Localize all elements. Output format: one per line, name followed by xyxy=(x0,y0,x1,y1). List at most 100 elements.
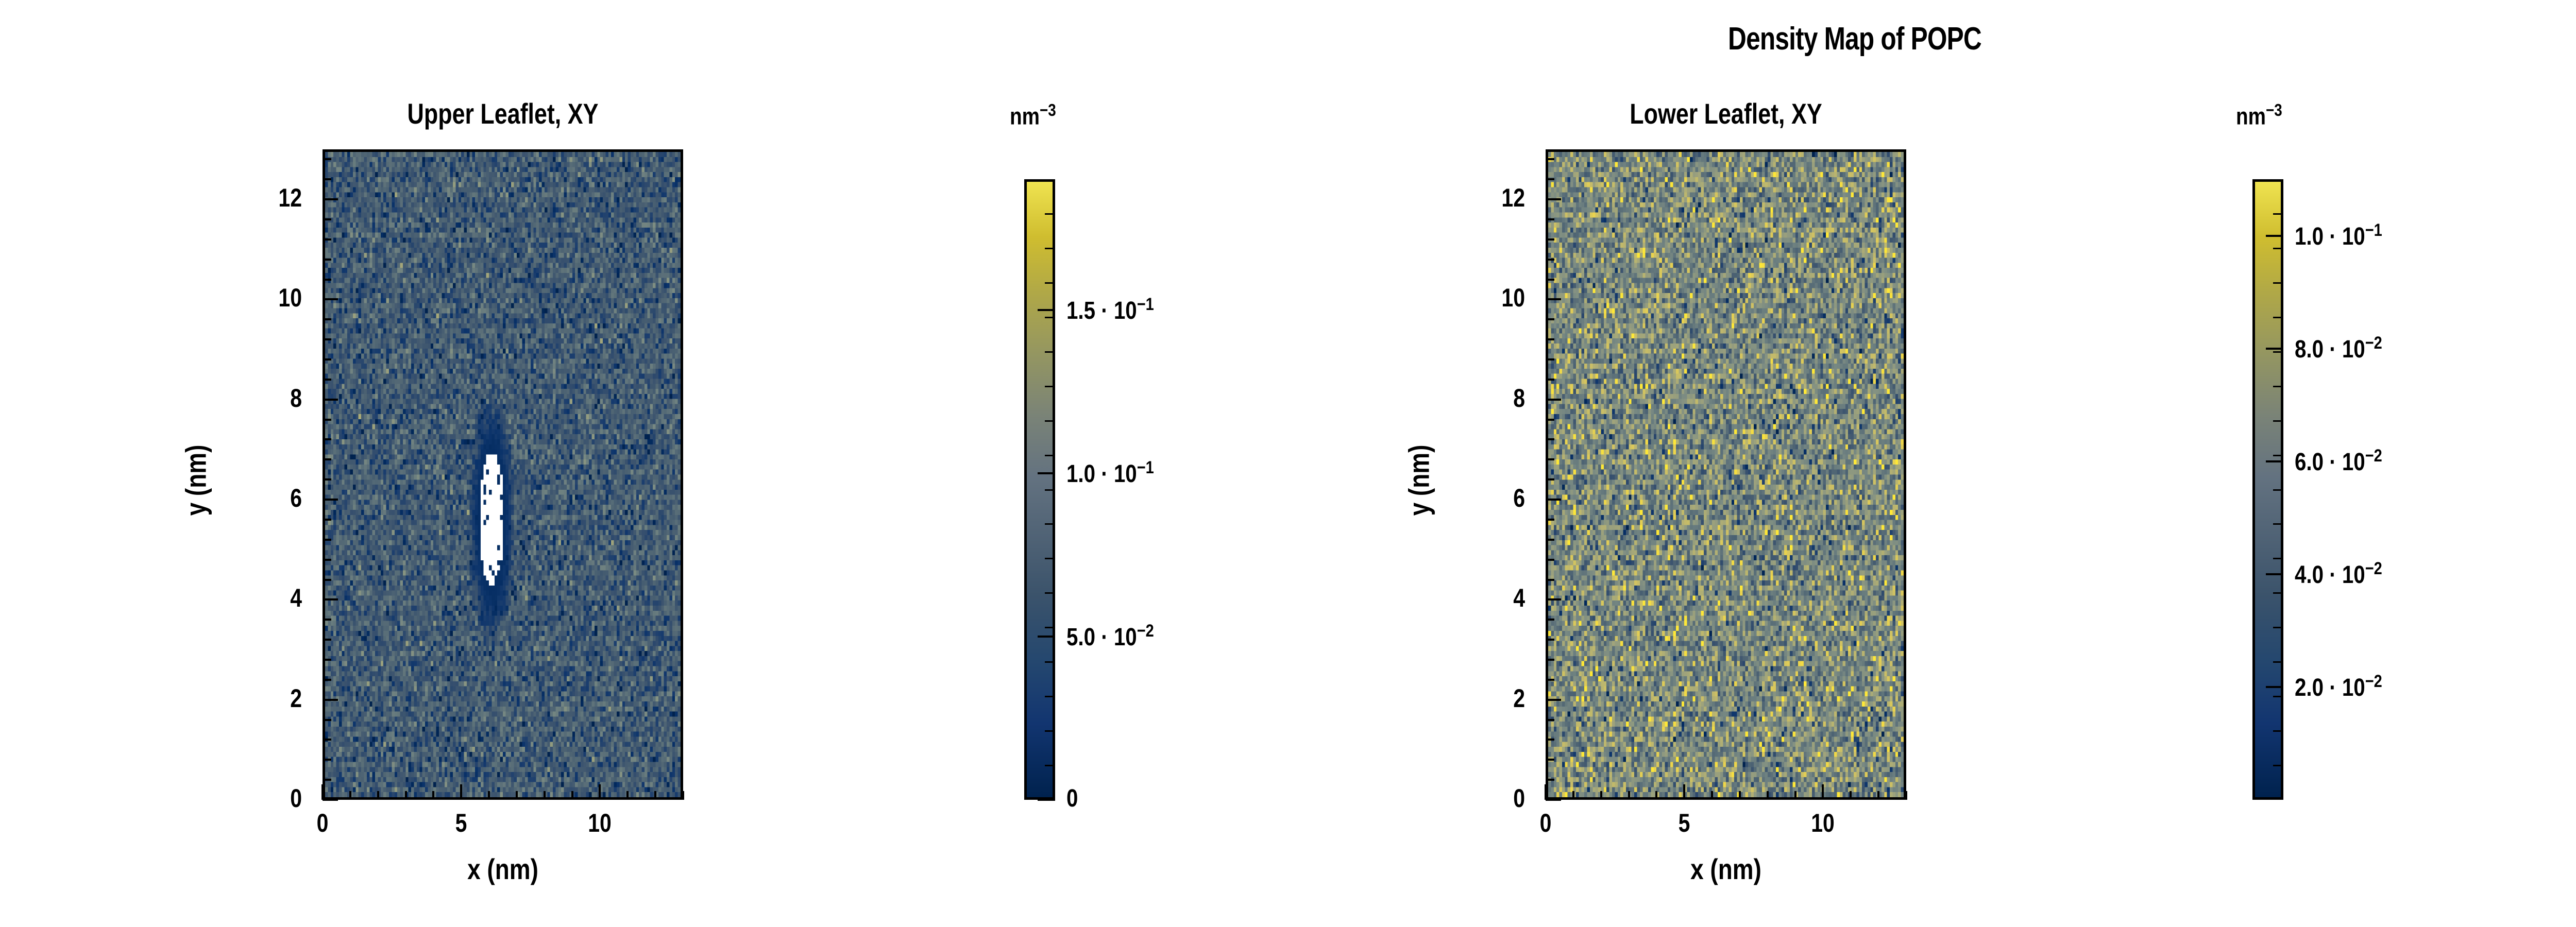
colorbar-tick-minor xyxy=(1045,351,1055,353)
y-ticklabel: 6 xyxy=(1513,484,1525,513)
y-ticklabel: 2 xyxy=(1513,683,1525,713)
y-tick-minor xyxy=(323,619,331,621)
x-tick-minor xyxy=(1545,791,1547,800)
colorbar-tick xyxy=(2266,234,2283,237)
colorbar-tick-minor xyxy=(2273,592,2283,594)
colorbar-tick-minor xyxy=(2273,661,2283,663)
y-tick-minor xyxy=(1546,739,1554,741)
colorbar-tick-minor xyxy=(1045,316,1055,318)
y-tick-minor xyxy=(323,759,331,761)
y-ticklabel: 12 xyxy=(1501,183,1525,213)
x-tick-minor xyxy=(432,791,435,800)
colorbar-tick-minor xyxy=(2273,247,2283,249)
y-tick-minor xyxy=(1546,779,1554,781)
colorbar-tick xyxy=(2266,347,2283,350)
y-tick-minor xyxy=(323,458,331,461)
yaxis-label-upper-leaflet: y (nm) xyxy=(179,444,212,516)
colorbar-tick-minor xyxy=(1045,523,1055,525)
y-tick-minor xyxy=(323,718,331,721)
y-tick-minor xyxy=(323,198,331,201)
x-ticklabel: 0 xyxy=(1539,809,1552,837)
colorbar-tick-minor xyxy=(1045,730,1055,732)
y-tick-minor xyxy=(323,258,331,261)
colorbar-tick-minor xyxy=(1045,282,1055,284)
y-tick-minor xyxy=(323,779,331,781)
y-tick-minor xyxy=(323,278,331,281)
x-tick-minor xyxy=(1572,791,1574,800)
colorbar-tick xyxy=(2266,460,2283,462)
colorbar-tick-minor xyxy=(2273,454,2283,456)
y-tick-minor xyxy=(1546,499,1554,501)
x-tick-minor xyxy=(1683,791,1686,800)
colorbar-unit-upper-leaflet: nm−3 xyxy=(1010,101,1056,130)
colorbar-tick-minor xyxy=(1045,558,1055,560)
colorbar-tick-minor xyxy=(1045,489,1055,491)
y-tick-minor xyxy=(323,799,331,801)
y-ticklabel: 12 xyxy=(278,183,302,213)
x-tick-minor xyxy=(1711,791,1714,800)
y-tick-minor xyxy=(1546,759,1554,761)
y-tick-minor xyxy=(1546,398,1554,401)
y-tick-minor xyxy=(1546,358,1554,361)
colorbar-unit-lower-leaflet: nm−3 xyxy=(2236,101,2282,130)
x-tick-minor xyxy=(349,791,351,800)
panel-title-lower-leaflet: Lower Leaflet, XY xyxy=(1630,97,1822,130)
x-tick-minor xyxy=(1850,791,1852,800)
y-tick-minor xyxy=(323,338,331,341)
x-tick-minor xyxy=(404,791,407,800)
x-tick-minor xyxy=(460,791,463,800)
y-tick-minor xyxy=(1546,418,1554,421)
axes-upper-leaflet xyxy=(323,149,683,800)
y-tick-minor xyxy=(1546,538,1554,541)
y-tick-minor xyxy=(1546,298,1554,301)
x-tick-minor xyxy=(1794,791,1797,800)
y-tick-minor xyxy=(1546,438,1554,441)
y-tick-minor xyxy=(323,218,331,220)
x-tick-minor xyxy=(321,791,324,800)
y-tick-minor xyxy=(1546,698,1554,701)
y-tick-minor xyxy=(323,578,331,581)
axes-lower-leaflet xyxy=(1546,149,1906,800)
colorbar-tick-minor xyxy=(1045,592,1055,594)
colorbar-tick-minor xyxy=(2273,489,2283,491)
colorbar-tick xyxy=(1038,308,1055,311)
colorbar-tick-minor xyxy=(2273,420,2283,422)
xaxis-label-upper-leaflet: x (nm) xyxy=(467,853,538,885)
x-tick-minor xyxy=(1738,791,1741,800)
y-tick-minor xyxy=(323,598,331,601)
colorbar-tick-minor xyxy=(1045,765,1055,767)
x-ticklabel: 10 xyxy=(1811,809,1835,837)
colorbar-tick xyxy=(1038,635,1055,638)
y-ticklabel: 0 xyxy=(1513,784,1525,813)
heatmap-upper-leaflet xyxy=(325,152,681,797)
heatmap-lower-leaflet xyxy=(1548,152,1904,797)
y-tick-minor xyxy=(1546,518,1554,521)
y-tick-minor xyxy=(1546,639,1554,641)
colorbar-tick-minor xyxy=(1045,454,1055,456)
colorbar-tick-minor xyxy=(2273,282,2283,284)
colorbar-tick-minor xyxy=(2273,316,2283,318)
colorbar-tick-minor xyxy=(1045,661,1055,663)
y-ticklabel: 10 xyxy=(1501,283,1525,313)
y-tick-minor xyxy=(323,358,331,361)
y-tick-minor xyxy=(323,158,331,161)
x-tick-minor xyxy=(682,791,684,800)
panel-title-upper-leaflet: Upper Leaflet, XY xyxy=(407,97,599,130)
x-tick-minor xyxy=(515,791,518,800)
y-tick-minor xyxy=(1546,619,1554,621)
y-tick-minor xyxy=(1546,478,1554,481)
y-tick-minor xyxy=(323,318,331,321)
x-ticklabel: 5 xyxy=(1678,809,1690,837)
y-tick-minor xyxy=(323,499,331,501)
colorbar-ticklabel: 6.0 · 10−2 xyxy=(2295,445,2382,476)
y-ticklabel: 4 xyxy=(1513,583,1525,613)
y-tick-minor xyxy=(323,538,331,541)
yaxis-label-lower-leaflet: y (nm) xyxy=(1402,444,1435,516)
y-tick-minor xyxy=(1546,258,1554,261)
colorbar-tick-minor xyxy=(2273,558,2283,560)
colorbar-tick xyxy=(1038,799,1055,801)
y-ticklabel: 10 xyxy=(278,283,302,313)
y-tick-minor xyxy=(1546,178,1554,181)
x-tick-minor xyxy=(488,791,490,800)
